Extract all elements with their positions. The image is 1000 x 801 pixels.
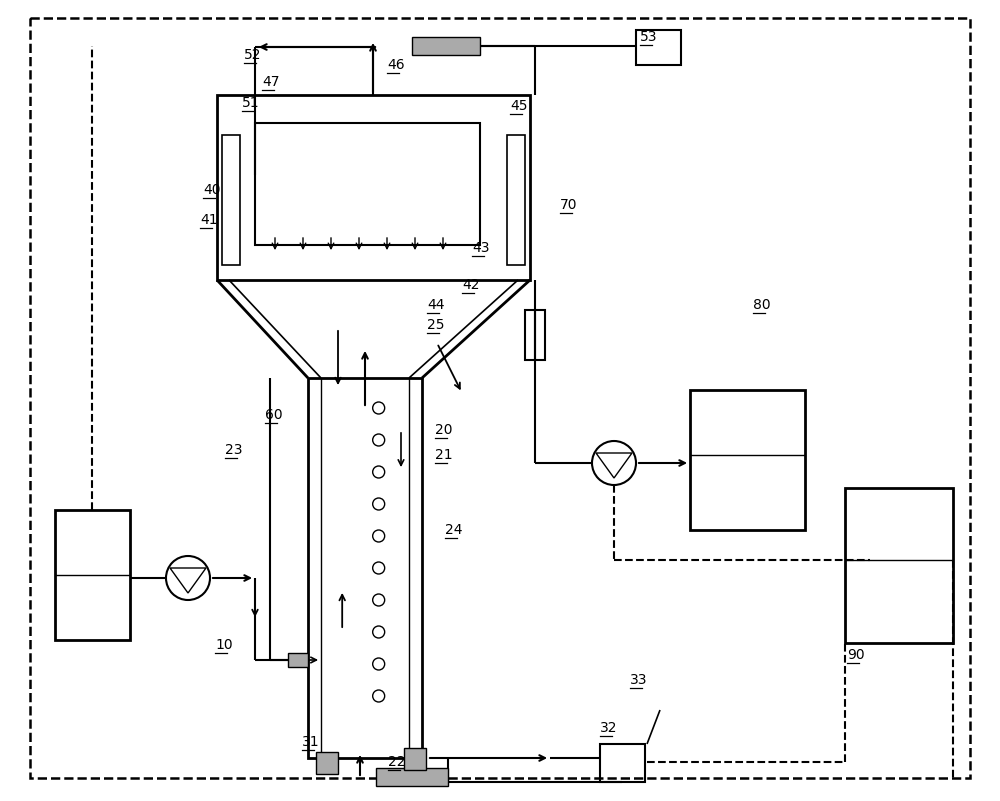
- Text: 10: 10: [215, 638, 233, 652]
- Bar: [636, 30, 681, 65]
- Text: 60: 60: [265, 408, 283, 422]
- Bar: [412, 37, 480, 55]
- Bar: [217, 95, 530, 280]
- Text: 51: 51: [242, 96, 260, 110]
- Bar: [308, 378, 422, 758]
- Text: 80: 80: [753, 298, 771, 312]
- Text: 41: 41: [200, 213, 218, 227]
- Text: 31: 31: [302, 735, 320, 749]
- Text: 70: 70: [560, 198, 578, 212]
- Bar: [222, 135, 240, 265]
- Text: 22: 22: [388, 755, 406, 769]
- Text: 23: 23: [225, 443, 242, 457]
- Text: 53: 53: [640, 30, 658, 44]
- Text: 47: 47: [262, 75, 280, 89]
- Bar: [600, 744, 645, 782]
- Text: 21: 21: [435, 448, 453, 462]
- Bar: [376, 768, 448, 786]
- Bar: [316, 752, 338, 774]
- Text: 43: 43: [472, 241, 490, 255]
- Text: 52: 52: [244, 48, 262, 62]
- Bar: [525, 310, 545, 360]
- Text: 33: 33: [630, 673, 648, 687]
- Bar: [55, 510, 130, 640]
- Text: 90: 90: [847, 648, 865, 662]
- Bar: [507, 135, 525, 265]
- Text: 32: 32: [600, 721, 618, 735]
- Text: 45: 45: [510, 99, 528, 113]
- Bar: [255, 123, 480, 245]
- Text: 42: 42: [462, 278, 480, 292]
- Text: 46: 46: [387, 58, 405, 72]
- Text: 24: 24: [445, 523, 462, 537]
- Text: 25: 25: [427, 318, 444, 332]
- Bar: [404, 748, 426, 770]
- Bar: [690, 390, 805, 530]
- Text: 40: 40: [203, 183, 220, 197]
- Text: 44: 44: [427, 298, 444, 312]
- Bar: [288, 653, 308, 667]
- Text: 20: 20: [435, 423, 452, 437]
- Bar: [845, 488, 953, 643]
